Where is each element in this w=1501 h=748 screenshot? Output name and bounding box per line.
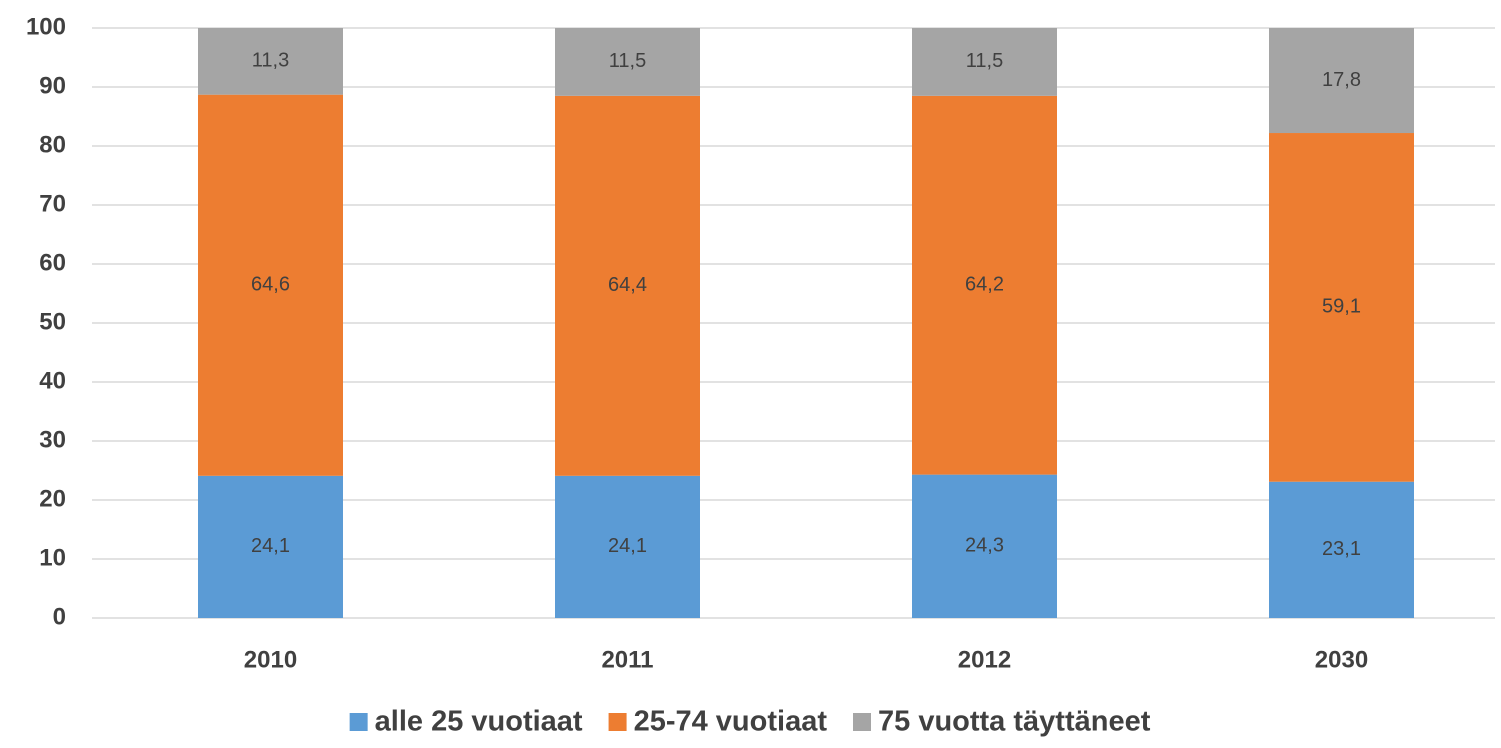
bar-segment <box>1269 481 1414 618</box>
y-tick-label: 50 <box>39 308 66 335</box>
y-tick-label: 80 <box>39 131 66 158</box>
bar-segment <box>198 28 343 95</box>
data-label: 11,3 <box>252 50 289 72</box>
x-tick-label: 2010 <box>244 646 297 673</box>
data-label: 59,1 <box>1322 296 1361 318</box>
legend-swatch <box>608 713 627 731</box>
bar-segment <box>555 28 700 96</box>
y-tick-label: 0 <box>53 603 66 630</box>
bar-segment <box>1269 133 1414 482</box>
bar-segment <box>555 475 700 618</box>
bar-segment <box>1269 28 1414 134</box>
data-label: 24,1 <box>608 535 647 557</box>
x-tick-label: 2030 <box>1315 646 1368 673</box>
legend-label: 25-74 vuotiaat <box>634 706 828 738</box>
y-tick-label: 20 <box>39 485 66 512</box>
data-label: 17,8 <box>1322 69 1361 91</box>
y-tick-label: 40 <box>39 367 66 394</box>
y-tick-label: 70 <box>39 190 66 217</box>
y-tick-label: 10 <box>39 544 66 571</box>
legend-swatch <box>349 713 368 731</box>
data-label: 11,5 <box>609 50 646 72</box>
data-label: 11,5 <box>966 50 1003 72</box>
data-label: 64,6 <box>251 274 290 296</box>
bar-segment <box>912 95 1057 475</box>
x-tick-label: 2012 <box>958 646 1011 673</box>
bar-segment <box>555 95 700 476</box>
data-label: 24,3 <box>965 535 1004 557</box>
data-label: 64,2 <box>965 274 1004 296</box>
bar-segment <box>912 474 1057 618</box>
bar-segment <box>912 28 1057 96</box>
data-label: 64,4 <box>608 274 647 296</box>
data-label: 23,1 <box>1322 538 1361 560</box>
legend-swatch <box>853 713 871 731</box>
y-tick-label: 100 <box>26 13 66 40</box>
x-tick-label: 2011 <box>601 646 653 673</box>
bar-segment <box>198 94 343 476</box>
legend-label: 75 vuotta täyttäneet <box>878 706 1151 738</box>
data-label: 24,1 <box>251 535 290 557</box>
y-tick-label: 90 <box>39 72 66 99</box>
bar-segment <box>198 475 343 618</box>
y-tick-label: 60 <box>39 249 66 276</box>
legend-label: alle 25 vuotiaat <box>375 706 583 738</box>
y-tick-label: 30 <box>39 426 66 453</box>
